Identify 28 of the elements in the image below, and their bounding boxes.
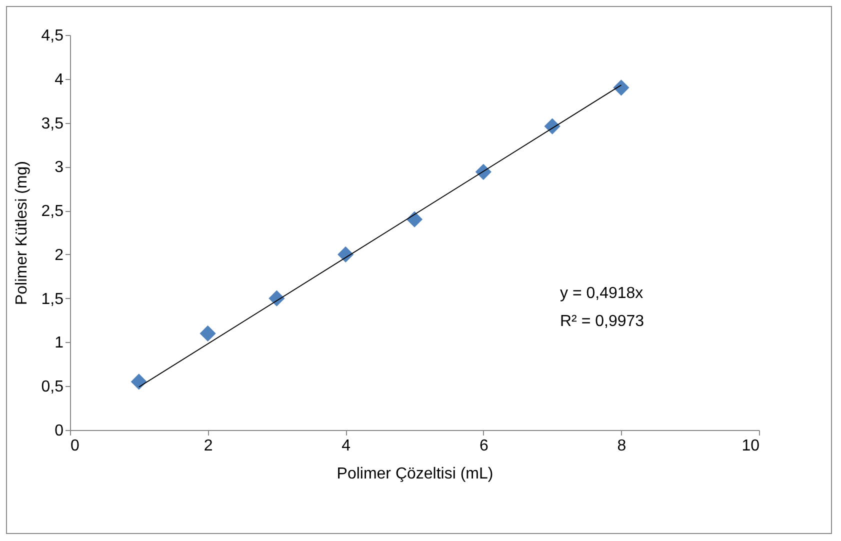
- point: [475, 164, 492, 180]
- x-tick-label: 8: [617, 438, 626, 454]
- y-tick-label: 4,5: [41, 28, 64, 44]
- y-axis-title: Polimer Kütlesi (mg): [13, 160, 30, 306]
- y-tick-label: 1: [54, 334, 64, 352]
- annotation: R² = 0,9973: [560, 313, 644, 330]
- y-tick-label: 2: [54, 246, 64, 264]
- x-tick-label: 10: [742, 438, 760, 454]
- y-tick-label: 4: [54, 71, 64, 88]
- point: [406, 211, 423, 228]
- x-tick-label: 0: [70, 438, 80, 454]
- point: [268, 290, 285, 306]
- y-tick-label: 0: [54, 422, 64, 440]
- y-tick-label: 3: [54, 159, 64, 176]
- y-tick-label: 2,5: [41, 203, 64, 220]
- point: [613, 80, 630, 96]
- point: [130, 374, 147, 390]
- y-tick-label: 3,5: [41, 115, 64, 132]
- x-tick-label: 4: [342, 438, 351, 454]
- point: [200, 325, 216, 342]
- x-tick-label: 2: [204, 438, 213, 454]
- y-tick-label: 0,5: [41, 378, 64, 396]
- x-axis-title: Polimer Çözeltisi (mL): [336, 466, 494, 482]
- point: [338, 246, 354, 263]
- x-tick-label: 6: [479, 438, 488, 454]
- annotation: y = 0,4918x: [560, 285, 644, 302]
- y-tick-label: 1,5: [41, 290, 64, 308]
- point: [544, 118, 560, 134]
